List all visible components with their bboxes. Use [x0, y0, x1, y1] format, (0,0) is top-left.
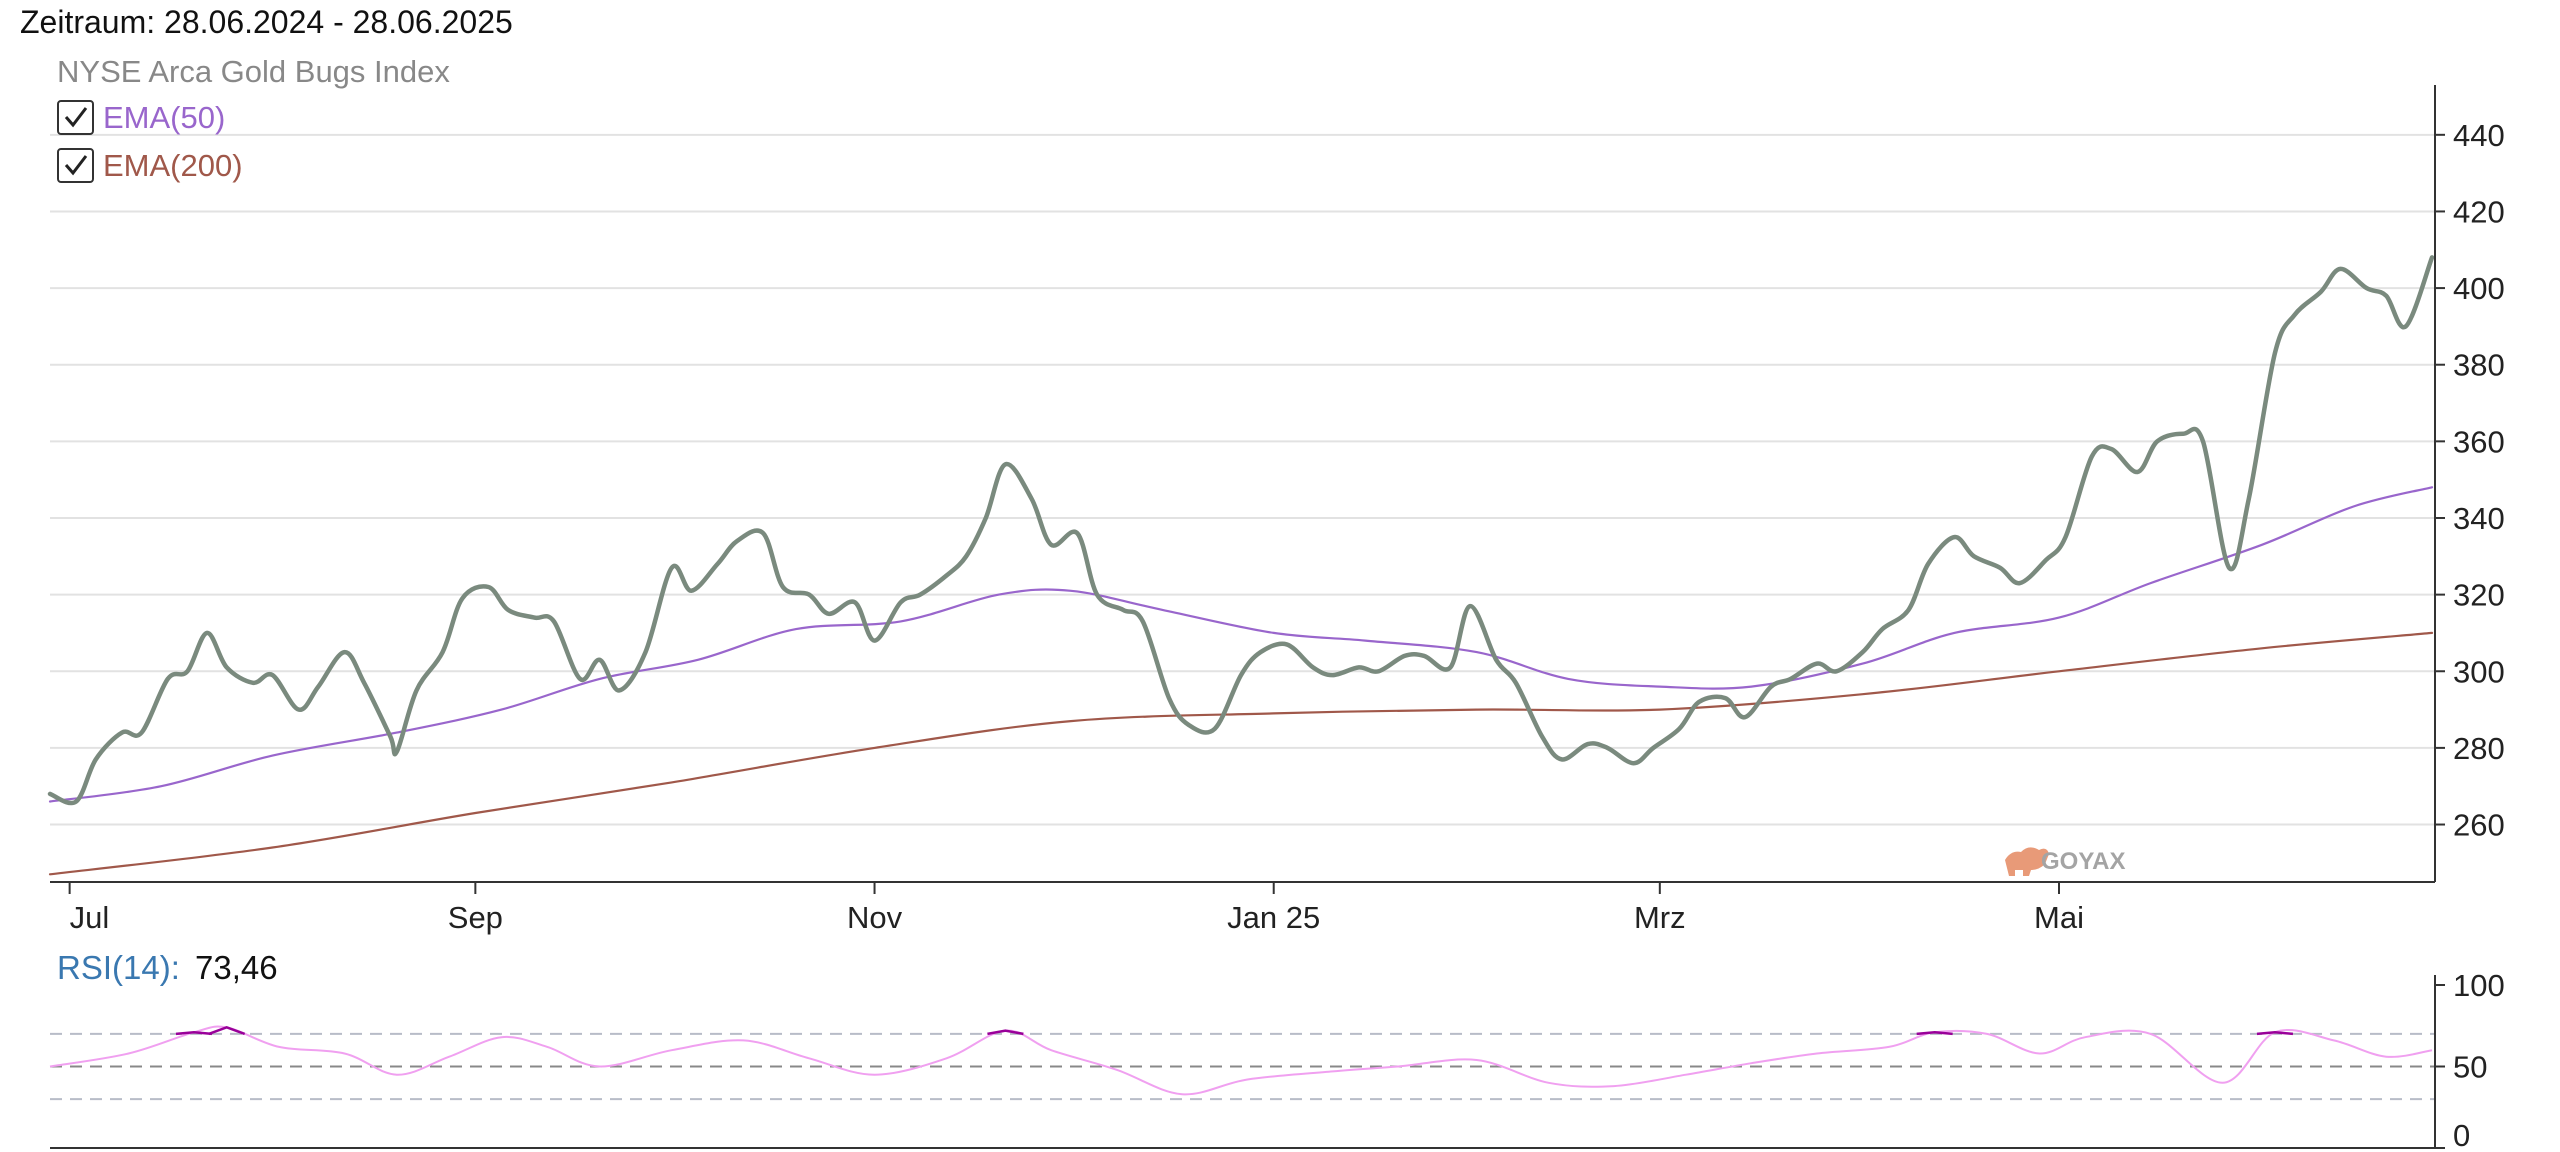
watermark-text: GOYAX [2041, 848, 2125, 875]
rsi-y-tick-label: 100 [2453, 968, 2505, 1003]
ema50-line [48, 486, 2434, 803]
rsi-panel: 0 50 100 [49, 968, 2505, 1152]
x-tick-label: Nov [847, 900, 903, 935]
y-tick-label: 320 [2453, 578, 2505, 613]
y-tick-label: 260 [2453, 808, 2505, 843]
rsi-y-tick-label: 50 [2453, 1050, 2487, 1085]
price-series [47, 255, 2435, 806]
checkmark-icon [64, 155, 88, 176]
x-tick-label: Mrz [1634, 900, 1686, 935]
x-tick-label: Jul [70, 900, 110, 935]
legend-item-ema50[interactable]: EMA(50) [57, 100, 225, 135]
y-tick-label: 340 [2453, 501, 2505, 536]
y-tick-label: 360 [2453, 424, 2505, 459]
goyax-watermark: GOYAX [2005, 847, 2125, 876]
rsi-label: RSI(14): [57, 949, 180, 986]
ema200-series [48, 631, 2434, 876]
x-tick-label: Mai [2034, 900, 2084, 935]
rsi-extreme-segment [208, 1026, 246, 1036]
rsi-value: 73,46 [195, 949, 278, 986]
ema200-legend-label: EMA(200) [103, 148, 243, 183]
price-line [47, 255, 2435, 806]
ema50-legend-label: EMA(50) [103, 100, 225, 135]
rsi-extreme-segment [175, 1031, 213, 1036]
axes: 260 280 300 320 340 360 380 400 420 440 Jul Sep Nov J… [50, 85, 2505, 935]
rsi-extreme-segment [987, 1029, 1024, 1036]
bull-logo-icon [2005, 847, 2049, 876]
legend-item-ema200[interactable]: EMA(200) [57, 148, 243, 183]
rsi-extreme-segment [1916, 1031, 1953, 1036]
x-tick-label: Sep [448, 900, 503, 935]
y-tick-label: 300 [2453, 654, 2505, 689]
y-tick-label: 400 [2453, 271, 2505, 306]
rsi-y-tick-label: 0 [2453, 1118, 2470, 1152]
ema200-checkbox[interactable] [57, 148, 94, 183]
period-label: Zeitraum: 28.06.2024 - 28.06.2025 [20, 4, 513, 40]
rsi-line [49, 1025, 2433, 1096]
y-tick-label: 420 [2453, 194, 2505, 229]
ema50-series [48, 486, 2434, 803]
grid-lines [50, 133, 2435, 826]
y-tick-label: 380 [2453, 348, 2505, 383]
checkmark-icon [64, 107, 88, 128]
y-tick-label: 280 [2453, 731, 2505, 766]
series-title: NYSE Arca Gold Bugs Index [57, 54, 450, 89]
x-tick-label: Jan 25 [1227, 900, 1320, 935]
rsi-extreme-segment [2256, 1031, 2294, 1036]
y-tick-label: 440 [2453, 118, 2505, 153]
ema200-line [48, 631, 2434, 876]
ema50-checkbox[interactable] [57, 100, 94, 135]
